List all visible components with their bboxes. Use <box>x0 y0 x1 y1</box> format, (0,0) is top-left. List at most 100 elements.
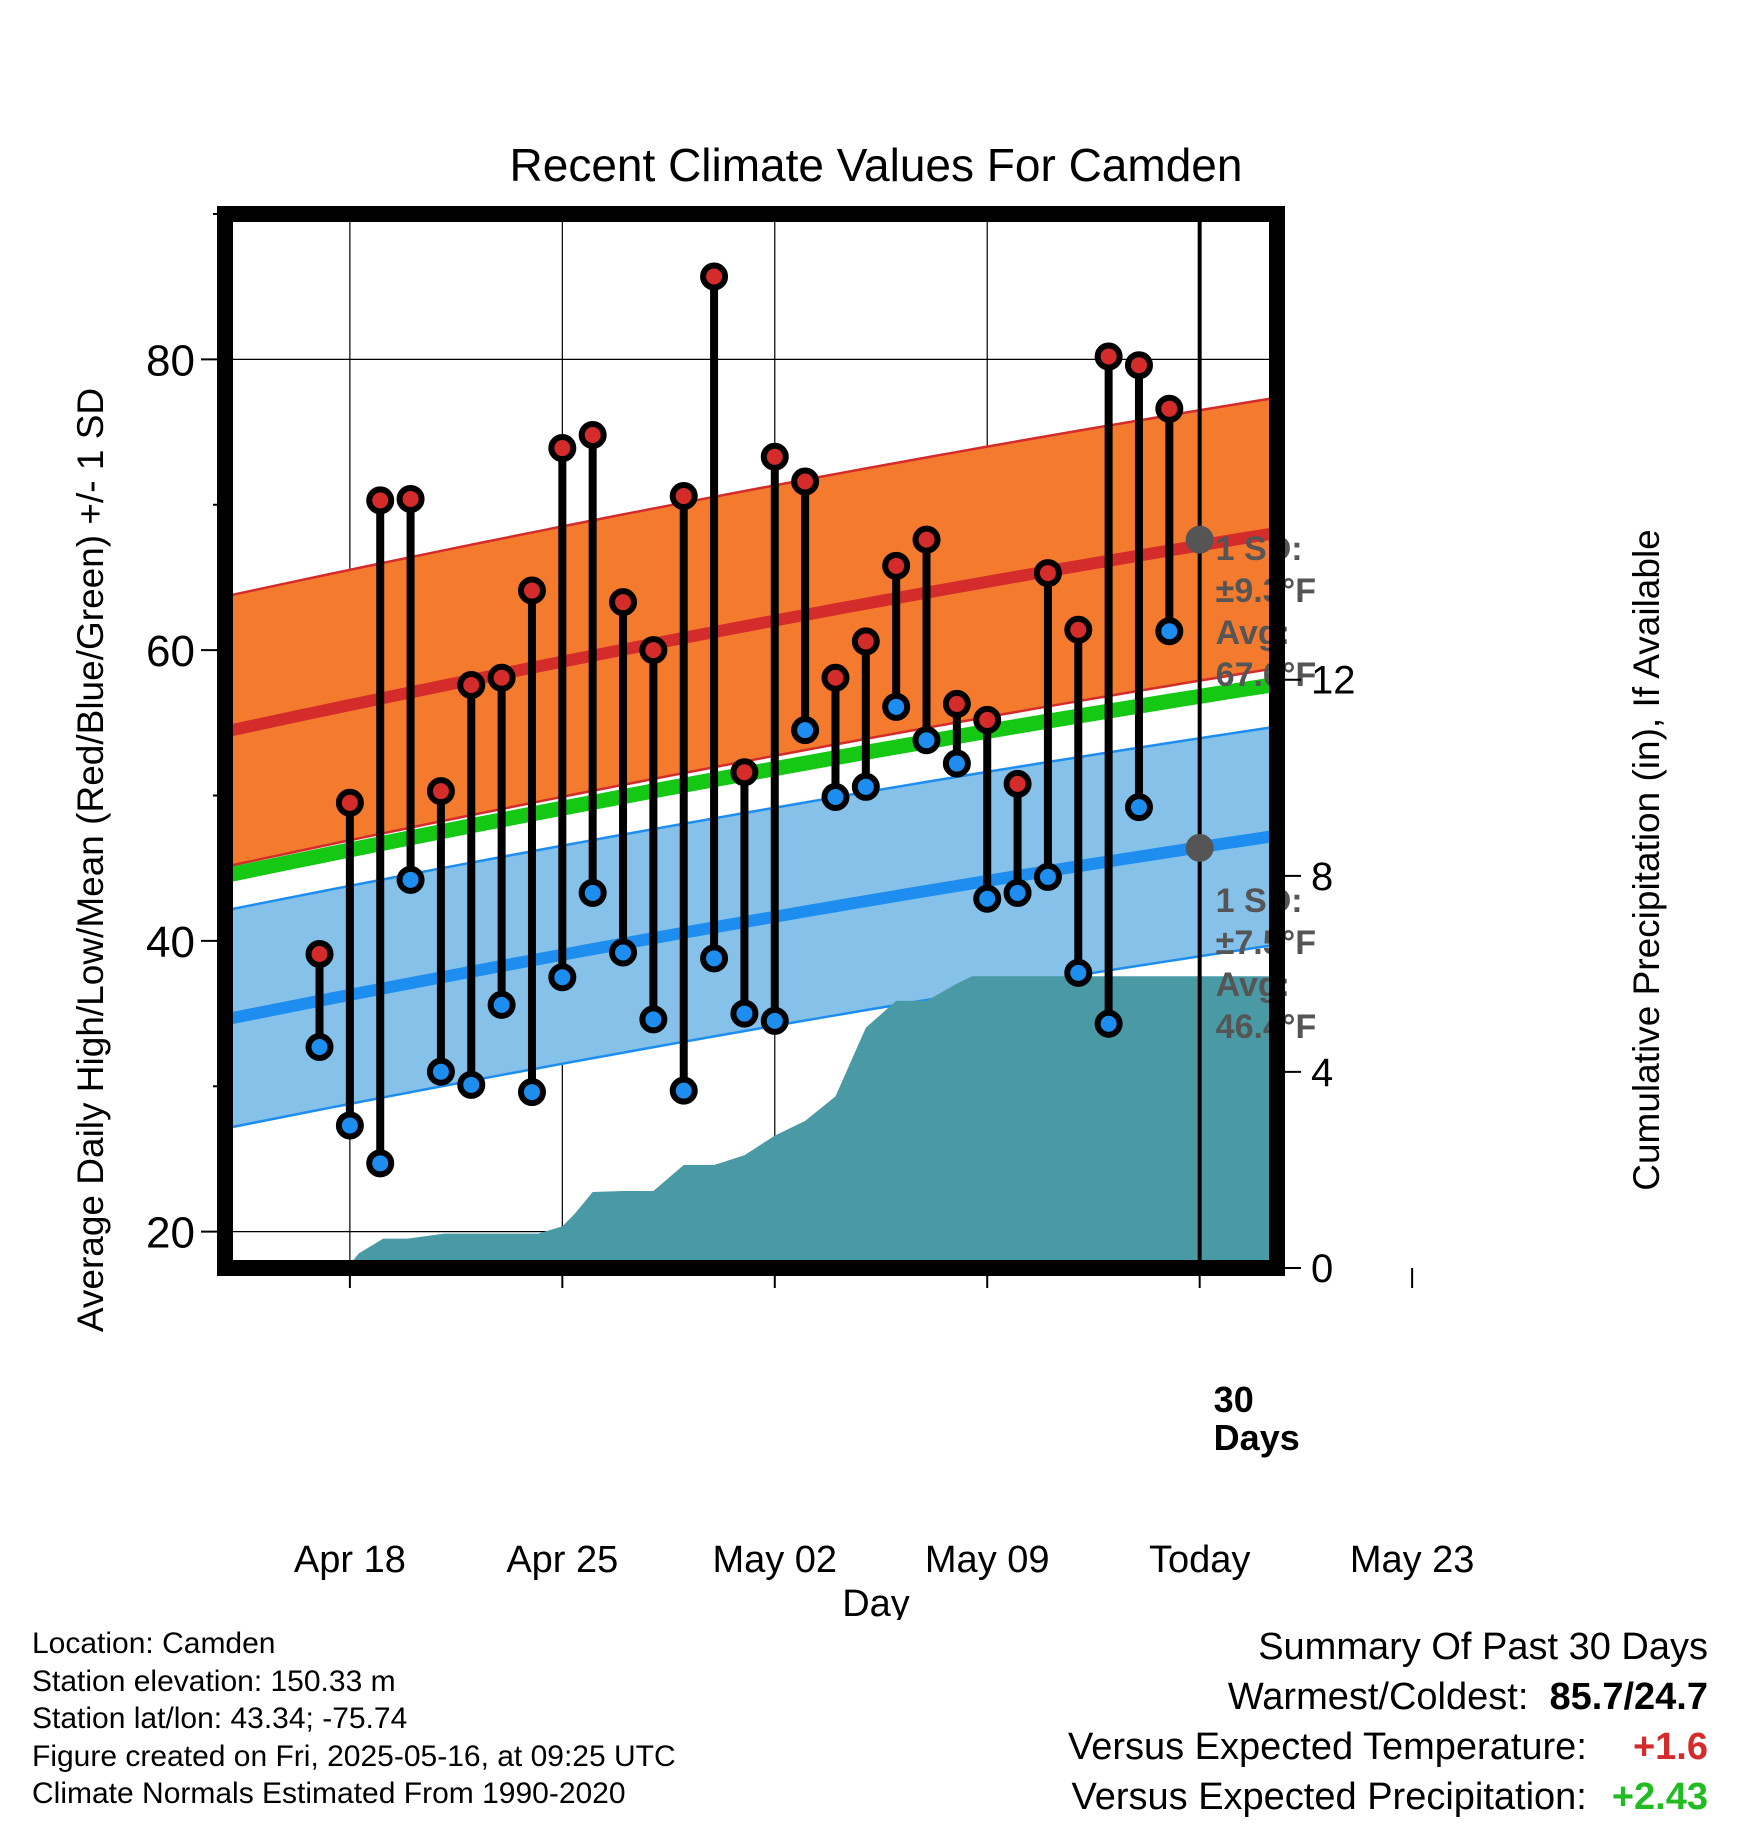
created-text: Figure created on Fri, 2025-05-16, at 09… <box>32 1739 676 1773</box>
elevation-text: Station elevation: 150.33 m <box>32 1664 396 1698</box>
station-info: Location: Camden Station elevation: 150.… <box>32 1625 676 1813</box>
high-marker <box>1155 394 1184 423</box>
low-marker <box>1094 1009 1123 1038</box>
high-marker <box>1064 615 1093 644</box>
high-marker <box>335 788 364 817</box>
precip-row: Versus Expected Precipitation: +2.43 <box>1068 1772 1708 1822</box>
low-marker <box>973 884 1002 913</box>
low-annotation-line: 46.4°F <box>1216 1008 1317 1046</box>
temp-row: Versus Expected Temperature: +1.6 <box>1068 1722 1708 1772</box>
high-marker <box>1124 351 1153 380</box>
low-marker <box>609 938 638 967</box>
low-marker <box>669 1076 698 1105</box>
location-text: Location: Camden <box>32 1627 276 1660</box>
x-axis-label: Day <box>842 1583 910 1620</box>
high-marker <box>760 442 789 471</box>
y-tick-label: 20 <box>146 1209 195 1258</box>
y-tick-label: 60 <box>146 627 195 676</box>
high-marker <box>639 636 668 665</box>
low-marker <box>1155 617 1184 646</box>
x-tick-label: May 09 <box>925 1539 1050 1581</box>
high-normal-band <box>225 397 1277 867</box>
temp-label: Versus Expected Temperature: <box>1067 1726 1587 1768</box>
high-marker <box>942 689 971 718</box>
low-marker <box>882 692 911 721</box>
y2-tick-label: 8 <box>1311 855 1333 899</box>
high-marker <box>851 627 880 656</box>
low-marker <box>457 1070 486 1099</box>
low-marker <box>912 726 941 755</box>
high-marker <box>1003 769 1032 798</box>
low-marker <box>851 772 880 801</box>
y2-tick-label: 4 <box>1311 1051 1333 1095</box>
y-tick-label: 80 <box>146 336 195 385</box>
low-marker <box>1033 862 1062 891</box>
high-marker <box>1033 559 1062 588</box>
precip-label: Versus Expected Precipitation: <box>1071 1776 1587 1818</box>
low-marker <box>791 716 820 745</box>
high-marker <box>457 671 486 700</box>
high-marker <box>517 576 546 605</box>
temp-value: +1.6 <box>1632 1726 1708 1768</box>
x-tick-label: May 23 <box>1350 1539 1475 1581</box>
x-tick-label: Today <box>1149 1539 1250 1581</box>
warm-cold-value: 85.7/24.7 <box>1549 1676 1708 1718</box>
low-marker <box>821 782 850 811</box>
low-marker <box>366 1149 395 1178</box>
low-marker <box>548 963 577 992</box>
low-marker <box>426 1057 455 1086</box>
high-marker <box>882 551 911 580</box>
high-marker <box>1094 342 1123 371</box>
today-days-label-2: Days <box>1214 1417 1300 1458</box>
normals-text: Climate Normals Estimated From 1990-2020 <box>32 1777 626 1810</box>
low-annotation-line: 1 SD: <box>1216 882 1303 920</box>
warm-cold-label: Warmest/Coldest: <box>1227 1676 1529 1718</box>
x-tick-label: Apr 25 <box>506 1539 618 1581</box>
today-high-avg-marker <box>1185 525 1214 554</box>
y2-axis-label: Cumulative Precipitation (in), If Availa… <box>1626 529 1667 1191</box>
high-marker <box>912 525 941 554</box>
low-marker <box>760 1006 789 1035</box>
summary-panel: Summary Of Past 30 Days Warmest/Coldest:… <box>1068 1622 1708 1822</box>
warm-cold-row: Warmest/Coldest: 85.7/24.7 <box>1068 1672 1708 1722</box>
low-marker <box>487 990 516 1019</box>
high-marker <box>578 420 607 449</box>
y2-tick-label: 12 <box>1311 659 1356 703</box>
high-marker <box>700 262 729 291</box>
high-marker <box>305 939 334 968</box>
high-marker <box>821 663 850 692</box>
low-marker <box>730 999 759 1028</box>
low-marker <box>1124 793 1153 822</box>
summary-heading: Summary Of Past 30 Days <box>1258 1626 1708 1668</box>
high-marker <box>548 434 577 463</box>
low-annotation-line: ±7.5°F <box>1216 924 1316 962</box>
high-marker <box>487 663 516 692</box>
low-marker <box>305 1033 334 1062</box>
x-tick-label: May 02 <box>712 1539 837 1581</box>
high-marker <box>730 758 759 787</box>
y-tick-label: 40 <box>146 918 195 967</box>
today-low-avg-marker <box>1185 833 1214 862</box>
high-marker <box>669 482 698 511</box>
y-axis-label: Average Daily High/Low/Mean (Red/Blue/Gr… <box>70 388 111 1332</box>
high-marker <box>973 705 1002 734</box>
low-marker <box>700 944 729 973</box>
high-marker <box>609 588 638 617</box>
high-annotation-line: 1 SD: <box>1216 530 1303 568</box>
high-marker <box>791 467 820 496</box>
today-days-label-1: 30 <box>1214 1379 1254 1420</box>
plot-frame <box>217 206 1285 1276</box>
low-marker <box>942 749 971 778</box>
high-marker <box>426 777 455 806</box>
precip-area <box>231 976 1277 1268</box>
low-marker <box>517 1078 546 1107</box>
y2-tick-label: 0 <box>1311 1247 1333 1291</box>
x-tick-label: Apr 18 <box>294 1539 406 1581</box>
high-annotation-line: 67.6°F <box>1216 656 1317 694</box>
low-marker <box>639 1005 668 1034</box>
precip-value: +2.43 <box>1611 1776 1708 1818</box>
climate-chart: Recent Climate Values For Camden 1 SD: ±9… <box>70 139 1667 1620</box>
plot-area <box>225 214 1277 1268</box>
low-marker <box>1003 878 1032 907</box>
